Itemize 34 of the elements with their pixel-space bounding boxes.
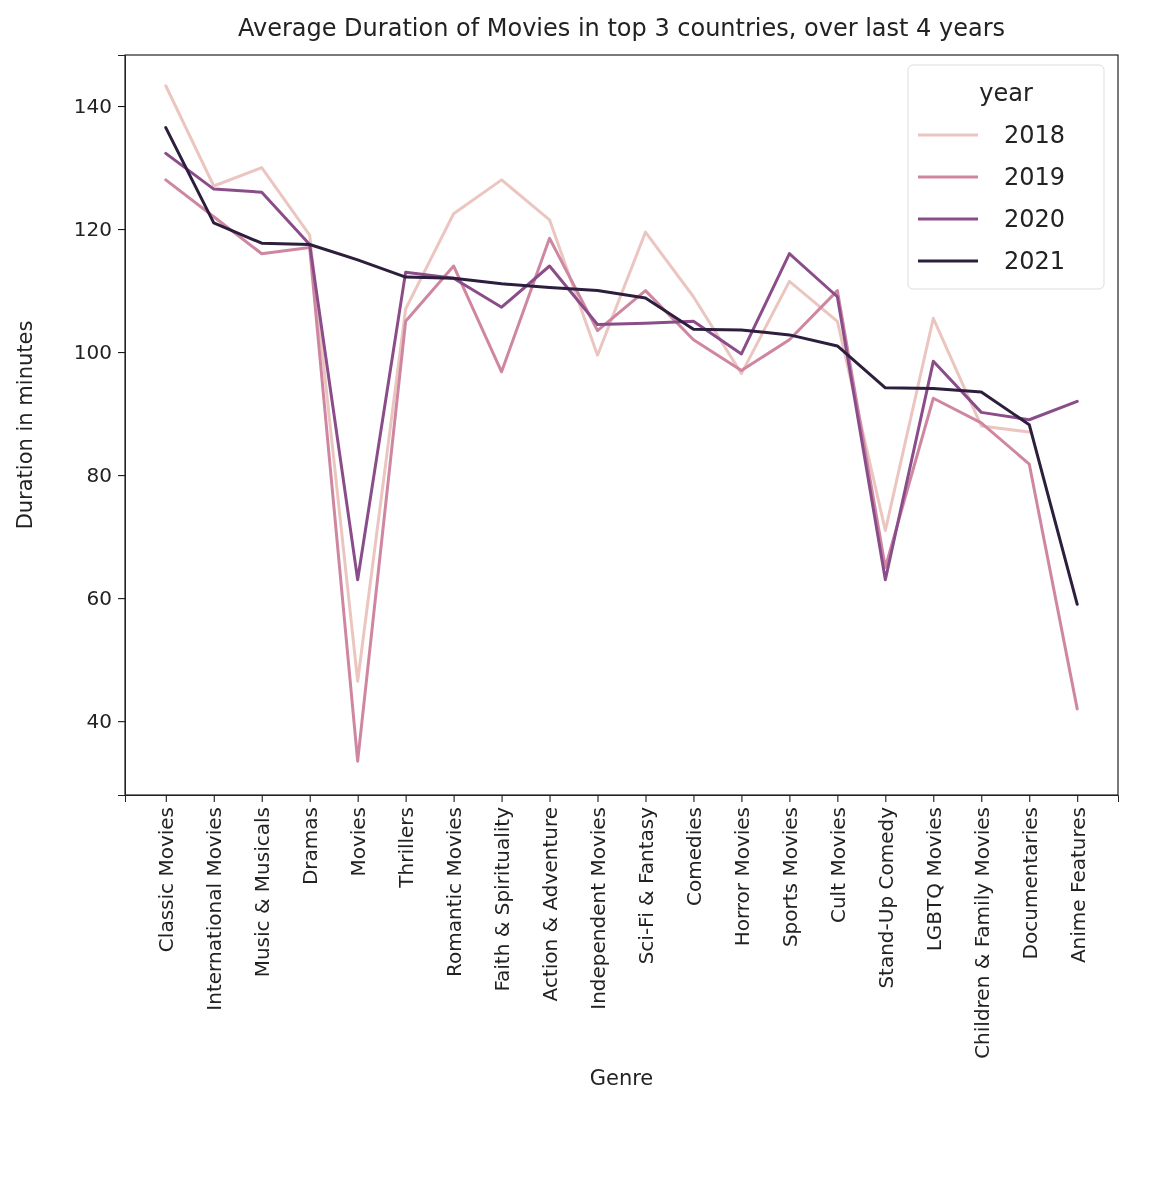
x-tick-label: Thrillers (394, 807, 419, 889)
x-axis-title: Genre (589, 1065, 654, 1090)
x-tick-label: Romantic Movies (442, 807, 467, 978)
x-tick-label: Sports Movies (777, 807, 802, 948)
y-axis-title: Duration in minutes (13, 320, 37, 530)
x-tick-label: LGBTQ Movies (921, 807, 946, 952)
x-tick-label: Dramas (298, 807, 323, 886)
x-tick-label: Music & Musicals (250, 807, 275, 978)
x-tick-label: Comedies (681, 807, 706, 906)
x-tick-label: Documentaries (1017, 807, 1042, 960)
x-tick-label: Horror Movies (729, 807, 754, 947)
y-tick-label: 40 (86, 709, 112, 734)
x-tick-label: Movies (346, 807, 371, 877)
legend-label: 2020 (1004, 205, 1066, 234)
x-tick-label: Stand-Up Comedy (873, 806, 898, 989)
legend-label: 2018 (1004, 121, 1066, 150)
y-tick-label: 60 (86, 586, 112, 611)
legend-label: 2019 (1004, 163, 1066, 192)
x-tick-label: International Movies (202, 807, 227, 1011)
legend-title: year (979, 79, 1033, 107)
chart-title: Average Duration of Movies in top 3 countries, over last 4 years (237, 14, 1006, 42)
y-tick-label: 140 (73, 93, 112, 118)
x-tick-label: Action & Adventure (538, 807, 563, 1002)
x-tick-label: Faith & Spirituality (490, 806, 515, 992)
y-tick-label: 120 (73, 216, 112, 241)
x-tick-label: Anime Features (1065, 807, 1090, 964)
y-tick-label: 80 (86, 463, 112, 488)
y-tick-label: 100 (73, 340, 112, 365)
legend-label: 2021 (1004, 247, 1066, 276)
x-tick-label: Independent Movies (586, 807, 611, 1010)
x-tick-label: Children & Family Movies (969, 807, 994, 1059)
x-tick-label: Sci-Fi & Fantasy (633, 806, 658, 965)
x-tick-label: Classic Movies (154, 807, 179, 953)
x-tick-label: Cult Movies (825, 807, 850, 924)
